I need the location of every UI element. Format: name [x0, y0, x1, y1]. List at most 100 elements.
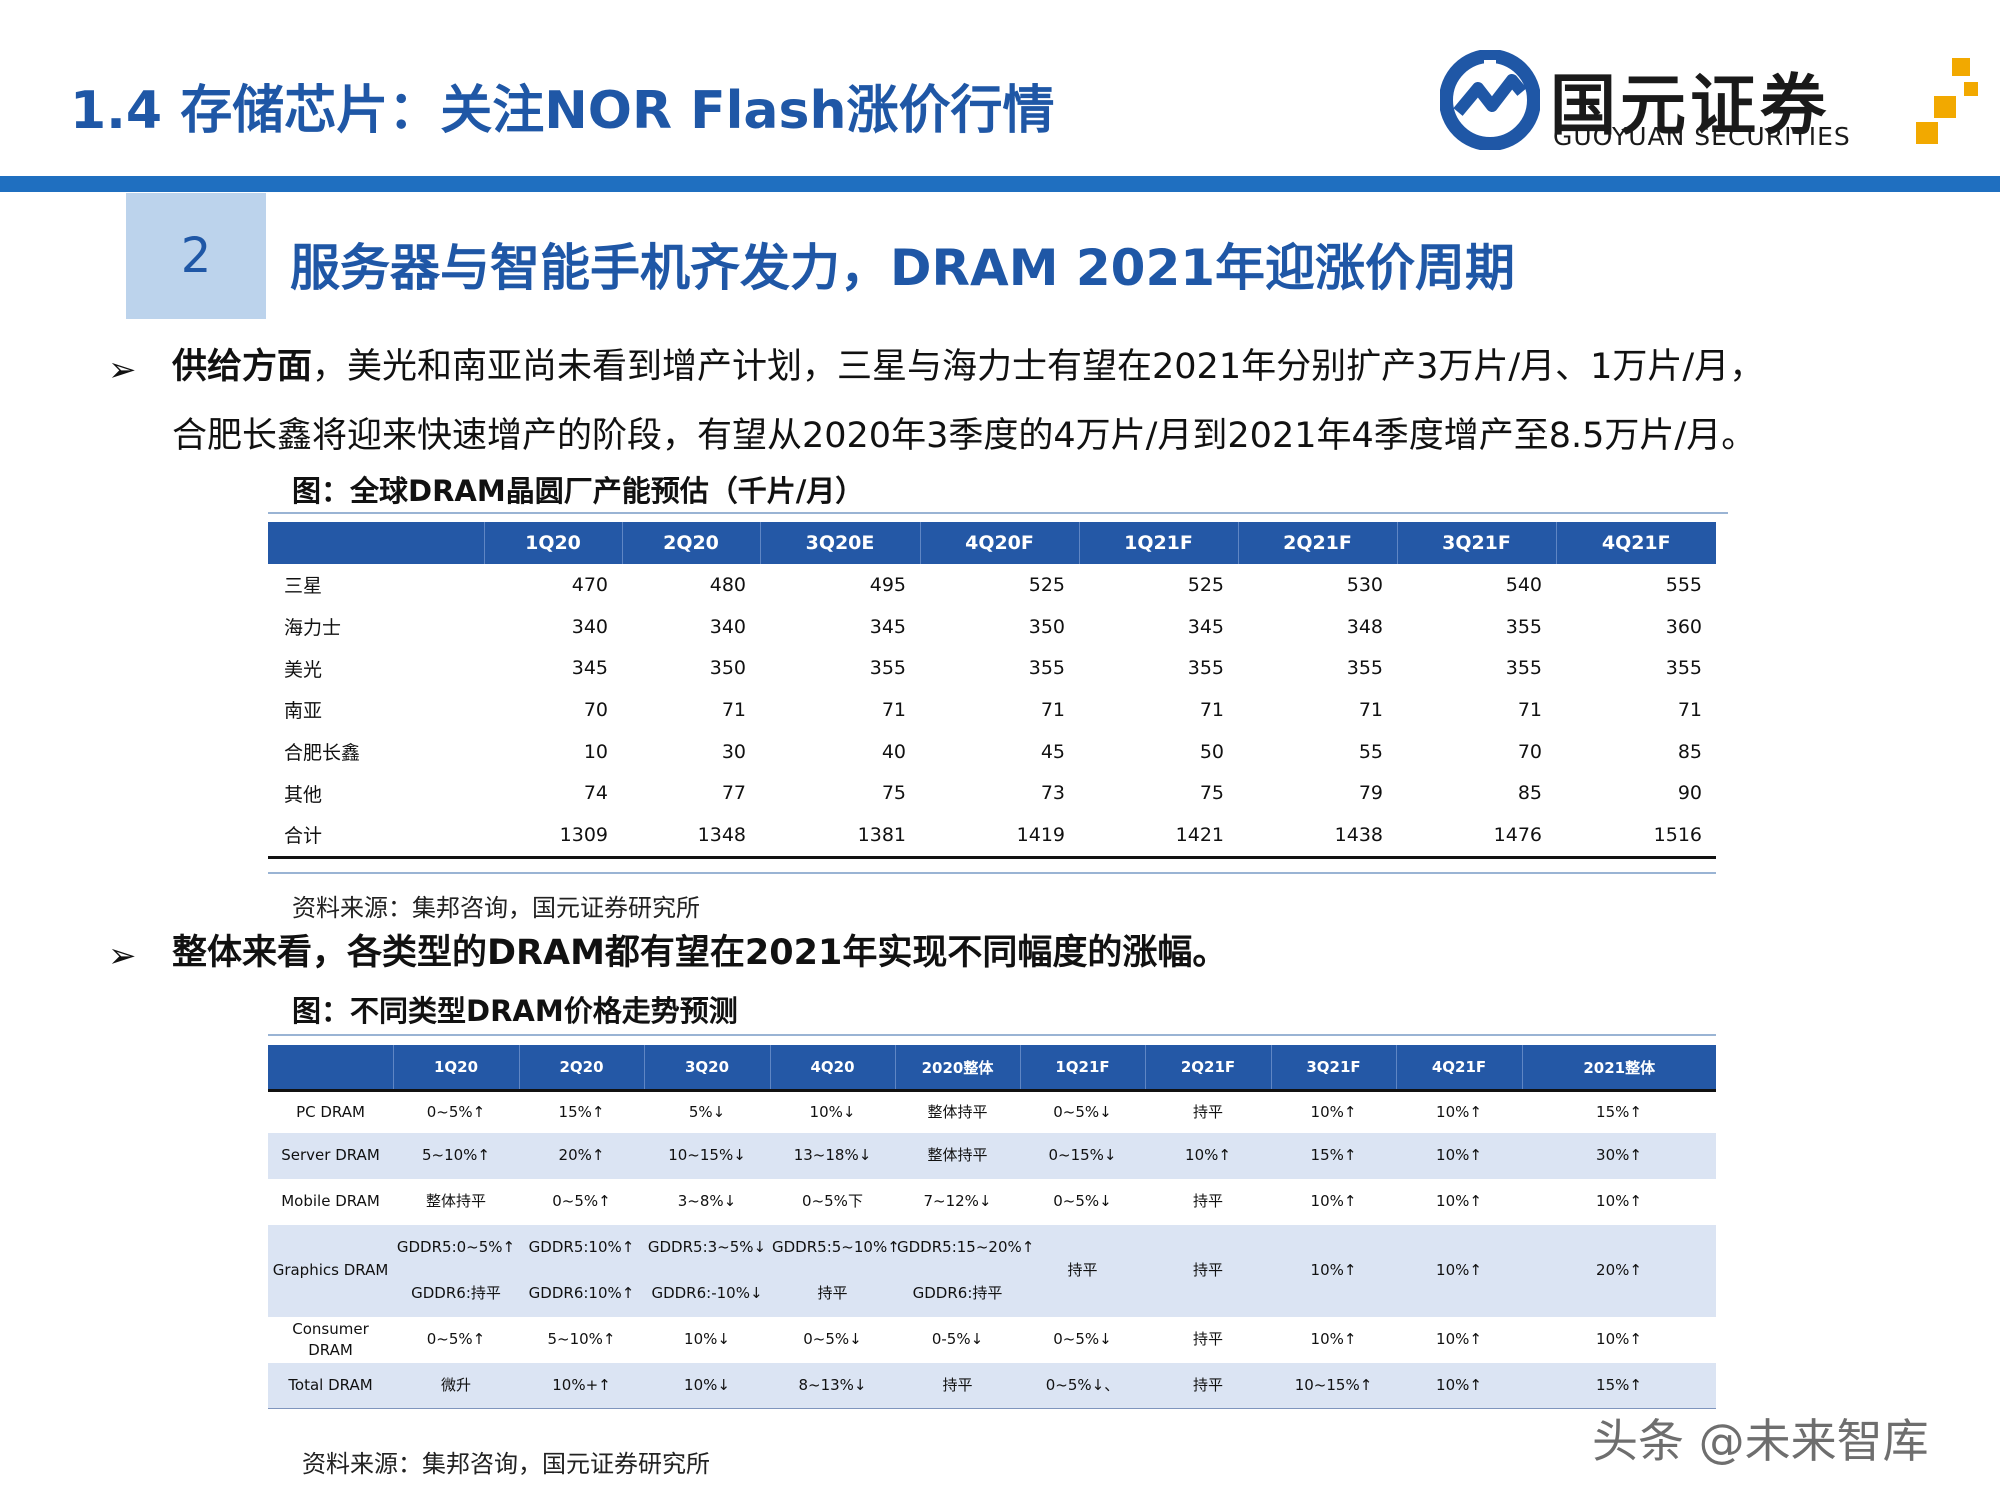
- table-row: Consumer DRAM 0~5%↑ 5~10%↑ 10%↓ 0~5%↓ 0-…: [268, 1317, 1716, 1363]
- table-cell: 77: [721, 782, 746, 805]
- table-row: 南亚 70 71 71 71 71 71 71 71: [268, 689, 1716, 731]
- table-cell: 微升: [393, 1362, 519, 1409]
- table-cell: 1421: [1079, 814, 1238, 859]
- row-label: Server DRAM: [268, 1132, 393, 1179]
- table-cell: 10%↑: [1436, 1103, 1482, 1122]
- table-cell: 持平: [1192, 1192, 1223, 1211]
- table-cell: 40: [881, 740, 906, 763]
- table-cell: 5~10%↑: [393, 1132, 519, 1179]
- table-cell: 15%↑: [1271, 1132, 1396, 1179]
- table-row: Server DRAM 5~10%↑ 20%↑ 10~15%↓ 13~18%↓ …: [268, 1132, 1716, 1179]
- logo-chinese-name: 国元证券: [1550, 67, 1830, 144]
- bullet-1-bold: 供给方面: [172, 347, 313, 387]
- table-cell: 355: [1028, 657, 1065, 680]
- row-label: Graphics DRAM: [268, 1224, 393, 1317]
- header-cell: 2Q20: [519, 1045, 645, 1092]
- bullet-1-text: ，美光和南亚尚未看到增产计划，三星与海力士有望在2021年分别扩产3万片/月、1…: [312, 347, 1765, 387]
- table-cell: GDDR6:持平: [895, 1270, 1020, 1317]
- row-label: Mobile DRAM: [281, 1192, 380, 1211]
- logo-emblem-icon: [1440, 50, 1540, 150]
- table-cell: 55: [1358, 740, 1383, 763]
- table-cell: 355: [1187, 657, 1224, 680]
- table-cell: 70: [1517, 740, 1542, 763]
- table-cell: 10%↑: [1436, 1330, 1482, 1349]
- table-cell: 整体持平: [895, 1132, 1020, 1179]
- table-row: 三星 470 480 495 525 525 530 540 555: [268, 564, 1716, 606]
- table-cell: 525: [1187, 573, 1224, 596]
- page-title: 1.4 存储芯片：关注NOR Flash涨价行情: [70, 81, 1055, 141]
- table-cell: 8~13%↓: [770, 1362, 895, 1409]
- table-cell: 0~5%↓: [803, 1330, 862, 1349]
- table-cell: 30: [721, 740, 746, 763]
- table-cell: 0~5%↓: [1053, 1330, 1112, 1349]
- table-cell: GDDR5:10%↑: [519, 1224, 644, 1271]
- table-cell: GDDR5:15~20%↑: [895, 1224, 1034, 1271]
- row-label: Consumer DRAM: [292, 1320, 369, 1359]
- table-cell: 1348: [622, 814, 760, 859]
- table-cell: 5%↓: [688, 1103, 726, 1122]
- header-cell: 3Q20: [644, 1045, 771, 1092]
- figure-1-bottom-rule: [268, 872, 1716, 874]
- table-cell: 10%↑: [1396, 1224, 1522, 1317]
- table-cell: 555: [1665, 573, 1702, 596]
- table-cell: 持平: [895, 1362, 1020, 1409]
- table-row: 美光 345 350 355 355 355 355 355 355: [268, 647, 1716, 689]
- table-cell: 15%↑: [1596, 1103, 1642, 1122]
- table-cell: 0~5%↑: [552, 1192, 611, 1211]
- table-cell: 10%↑: [1396, 1132, 1522, 1179]
- table-row: Mobile DRAM 整体持平 0~5%↑ 3~8%↓ 0~5%下 7~12%…: [268, 1179, 1716, 1225]
- table-cell: 10~15%↓: [644, 1132, 770, 1179]
- table-cell: 71: [1358, 698, 1383, 721]
- table-cell: 13~18%↓: [770, 1132, 895, 1179]
- header-cell: 2Q21F: [1145, 1045, 1272, 1092]
- table-cell: 10%↓: [644, 1362, 770, 1409]
- header-cell: 2Q20: [622, 522, 761, 564]
- table-row: 海力士 340 340 345 350 345 348 355 360: [268, 606, 1716, 648]
- table-cell: 71: [721, 698, 746, 721]
- table-cell: 540: [1505, 573, 1542, 596]
- table-cell: 0~15%↓: [1020, 1132, 1145, 1179]
- figure-1-top-rule: [268, 512, 1728, 514]
- header-cell: 4Q20F: [920, 522, 1080, 564]
- table-cell: 71: [1199, 698, 1224, 721]
- table-cell: 10: [583, 740, 608, 763]
- company-logo: [1440, 48, 1980, 158]
- table-cell: 持平: [770, 1270, 895, 1317]
- header-cell: 1Q20: [393, 1045, 520, 1092]
- table-cell: 71: [1517, 698, 1542, 721]
- table-cell: 0~5%↑: [426, 1330, 486, 1349]
- table-cell: 0~5%↓: [1053, 1103, 1112, 1122]
- table-cell: 50: [1199, 740, 1224, 763]
- table-cell: 355: [1665, 657, 1702, 680]
- table-cell: 0~5%↓: [1053, 1192, 1112, 1211]
- table-cell: 70: [583, 698, 608, 721]
- logo-english-name: GUOYUAN SECURITIES: [1553, 122, 1851, 151]
- bullet-1-line-1: 供给方面，美光和南亚尚未看到增产计划，三星与海力士有望在2021年分别扩产3万片…: [172, 346, 1764, 388]
- header-cell: 1Q20: [484, 522, 623, 564]
- table-cell: 1381: [760, 814, 920, 859]
- table-cell: 1438: [1238, 814, 1397, 859]
- table-cell: 10%+↑: [519, 1362, 644, 1409]
- table-cell: 355: [869, 657, 906, 680]
- table-cell: GDDR6:10%↑: [519, 1270, 644, 1317]
- table-cell: 340: [571, 615, 608, 638]
- header-cell: 2020整体: [895, 1045, 1021, 1092]
- table-cell: 10%↑: [1271, 1224, 1396, 1317]
- table-cell: 345: [1187, 615, 1224, 638]
- header-cell: 3Q21F: [1271, 1045, 1397, 1092]
- row-label: 海力士: [284, 617, 342, 640]
- figure-2-title: 图：不同类型DRAM价格走势预测: [292, 994, 738, 1028]
- table-cell: 71: [881, 698, 906, 721]
- table-cell: 10%↑: [1396, 1362, 1522, 1409]
- table-cell: 350: [1028, 615, 1065, 638]
- header-divider-bar: [0, 176, 2000, 192]
- table-cell: 整体持平: [425, 1192, 486, 1211]
- table-cell: 持平: [1192, 1103, 1223, 1122]
- table-cell: 整体持平: [927, 1103, 988, 1122]
- header-cell: [268, 1045, 394, 1092]
- table-cell: 持平: [1145, 1362, 1271, 1409]
- table-cell: 10%↑: [1596, 1330, 1642, 1349]
- table-cell: 5~10%↑: [547, 1330, 616, 1349]
- table-cell: 1516: [1556, 814, 1716, 859]
- table-cell: 345: [869, 615, 906, 638]
